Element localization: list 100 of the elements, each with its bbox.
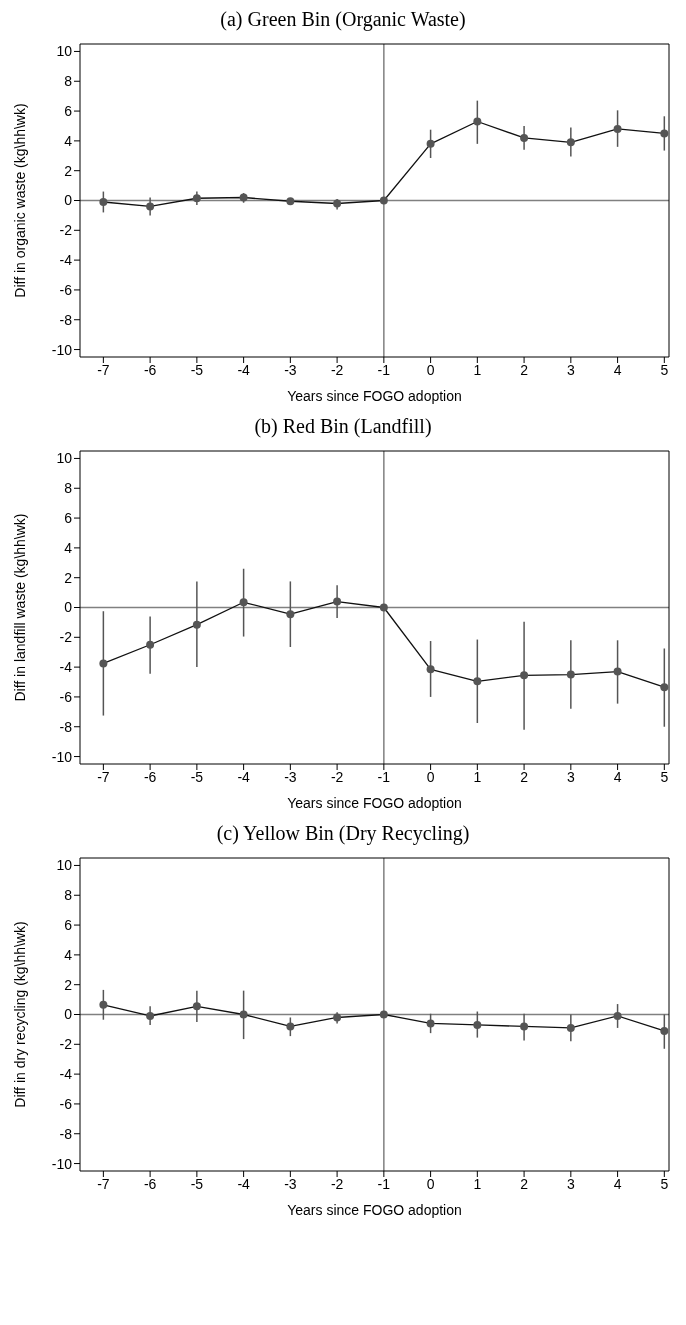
point	[146, 640, 155, 649]
y-tick-label: 10	[56, 857, 73, 874]
y-tick-label: 2	[64, 569, 73, 586]
y-tick-label: 4	[64, 946, 73, 963]
x-tick-label: -4	[237, 768, 251, 785]
chart-title: (a) Green Bin (Organic Waste)	[219, 8, 467, 31]
x-tick-label: -2	[330, 361, 344, 378]
x-tick-label: -5	[190, 1175, 204, 1192]
x-axis-title: Years since FOGO adoption	[287, 795, 462, 811]
x-tick-label: 5	[660, 1175, 669, 1192]
y-tick-label: 6	[64, 103, 73, 120]
y-tick-label: 0	[64, 1006, 73, 1023]
point	[613, 124, 622, 133]
x-tick-label: 3	[566, 361, 575, 378]
y-tick-label: -6	[59, 1095, 73, 1112]
y-tick-label: -4	[59, 1066, 73, 1083]
x-tick-label: -5	[190, 361, 204, 378]
x-tick-label: 2	[520, 768, 529, 785]
y-tick-label: -10	[51, 748, 73, 765]
x-tick-label: -4	[237, 361, 251, 378]
point	[146, 1011, 155, 1020]
x-tick-label: 5	[660, 768, 669, 785]
x-tick-label: 4	[613, 1175, 622, 1192]
point	[192, 620, 201, 629]
point	[239, 598, 248, 607]
x-tick-label: 4	[613, 361, 622, 378]
x-tick-label: -7	[97, 768, 110, 785]
x-tick-label: -1	[377, 768, 391, 785]
point	[473, 1020, 482, 1029]
y-axis-title: Diff in landfill waste (kg\hh\wk)	[11, 513, 28, 702]
point	[426, 1019, 435, 1028]
x-tick-label: -5	[190, 768, 204, 785]
point	[660, 129, 669, 138]
x-tick-label: 2	[520, 1175, 529, 1192]
y-axis-title: Diff in organic waste (kg\hh\wk)	[11, 103, 28, 298]
y-tick-label: -4	[59, 659, 73, 676]
x-tick-label: -3	[284, 361, 297, 378]
y-tick-label: -10	[51, 341, 73, 358]
x-tick-label: 3	[566, 1175, 575, 1192]
point	[286, 1022, 295, 1031]
y-tick-label: -2	[59, 629, 73, 646]
point	[379, 196, 388, 205]
x-tick-label: 0	[426, 1175, 435, 1192]
point	[192, 1002, 201, 1011]
point	[333, 199, 342, 208]
x-tick-label: -6	[143, 768, 157, 785]
point	[473, 117, 482, 126]
x-tick-label: 1	[473, 768, 482, 785]
x-tick-label: -7	[97, 1175, 110, 1192]
point	[613, 667, 622, 676]
point	[333, 597, 342, 606]
y-tick-label: 6	[64, 917, 73, 934]
y-tick-label: -2	[59, 222, 73, 239]
point	[192, 194, 201, 203]
y-tick-label: -10	[51, 1155, 73, 1172]
y-tick-label: 8	[64, 73, 73, 90]
point	[333, 1013, 342, 1022]
y-tick-label: -6	[59, 688, 73, 705]
point	[146, 202, 155, 211]
point	[99, 659, 108, 668]
y-tick-label: 8	[64, 887, 73, 904]
y-tick-label: 10	[56, 450, 73, 467]
x-tick-label: -4	[237, 1175, 251, 1192]
x-tick-label: 3	[566, 768, 575, 785]
point	[99, 1000, 108, 1009]
y-tick-label: 4	[64, 539, 73, 556]
x-tick-label: 0	[426, 361, 435, 378]
y-tick-label: -8	[59, 718, 73, 735]
x-tick-label: 0	[426, 768, 435, 785]
x-tick-label: -6	[143, 361, 157, 378]
x-tick-label: -1	[377, 361, 391, 378]
y-tick-label: 4	[64, 132, 73, 149]
y-axis-title: Diff in dry recycling (kg\hh\wk)	[11, 921, 28, 1108]
chart-title: (b) Red Bin (Landfill)	[253, 415, 433, 438]
point	[473, 677, 482, 686]
x-tick-label: 2	[520, 361, 529, 378]
x-tick-label: 4	[613, 768, 622, 785]
point	[660, 683, 669, 692]
y-tick-label: -8	[59, 1125, 73, 1142]
point	[286, 610, 295, 619]
x-axis-title: Years since FOGO adoption	[287, 388, 462, 404]
x-tick-label: 5	[660, 361, 669, 378]
chart-title: (c) Yellow Bin (Dry Recycling)	[215, 822, 471, 845]
y-tick-label: 0	[64, 599, 73, 616]
y-tick-label: 2	[64, 162, 73, 179]
y-tick-label: 2	[64, 976, 73, 993]
point	[520, 133, 529, 142]
y-tick-label: 10	[56, 43, 73, 60]
x-tick-label: -2	[330, 768, 344, 785]
point	[379, 603, 388, 612]
point	[566, 670, 575, 679]
y-tick-label: 6	[64, 510, 73, 527]
x-tick-label: -3	[284, 768, 297, 785]
point	[613, 1011, 622, 1020]
point	[426, 139, 435, 148]
y-tick-label: 8	[64, 480, 73, 497]
point	[566, 138, 575, 147]
x-tick-label: -3	[284, 1175, 297, 1192]
point	[520, 1022, 529, 1031]
point	[426, 665, 435, 674]
